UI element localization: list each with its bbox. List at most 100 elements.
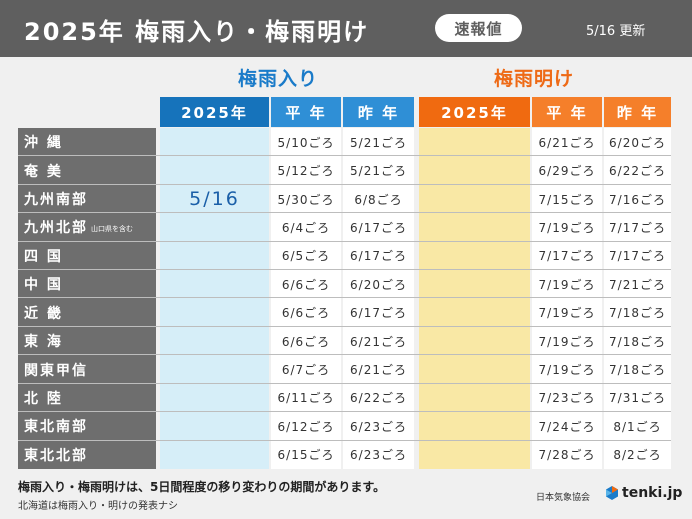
last-year-end-date: 7/18ごろ	[609, 306, 666, 321]
normal-end-date: 6/21ごろ	[538, 135, 596, 150]
region-label: 近 畿	[24, 305, 63, 322]
region-label: 奄 美	[24, 163, 63, 180]
out-2025-column	[419, 128, 530, 469]
col-header-in-last: 昨 年	[343, 97, 414, 127]
normal-end-date: 7/19ごろ	[538, 363, 596, 378]
footer-note-hokkaido: 北海道は梅雨入り・明けの発表ナシ	[18, 501, 178, 512]
normal-onset-date: 6/7ごろ	[281, 363, 331, 378]
last-year-onset-date: 6/22ごろ	[350, 391, 407, 406]
row-divider	[18, 240, 671, 242]
table-row: 東北北部 6/15ごろ 6/23ごろ 7/28ごろ 8/2ごろ	[18, 441, 671, 469]
region-name: 九州南部	[24, 185, 156, 213]
source-jwa: 日本気象協会	[536, 493, 591, 503]
table-row: 北 陸 6/11ごろ 6/22ごろ 7/23ごろ 7/31ごろ	[18, 384, 671, 413]
col-header-in-2025: 2025年	[160, 97, 269, 127]
row-divider	[18, 325, 671, 327]
row-divider	[18, 354, 671, 356]
last-year-end-date: 7/17ごろ	[609, 220, 666, 235]
region-note: 山口県を含む	[91, 224, 133, 233]
region-label: 沖 縄	[24, 135, 63, 152]
tenki-brand: tenki.jp	[622, 485, 683, 501]
last-year-end-date: 7/16ごろ	[609, 192, 666, 207]
normal-end-date: 7/17ごろ	[538, 249, 596, 264]
region-name: 近 畿	[24, 299, 156, 327]
normal-onset-date: 6/6ごろ	[281, 306, 331, 321]
table-row: 東北南部 6/12ごろ 6/23ごろ 7/24ごろ 8/1ごろ	[18, 412, 671, 441]
region-name: 四 国	[24, 242, 156, 270]
region-label: 中 国	[24, 277, 63, 294]
row-divider	[18, 382, 671, 384]
row-divider	[18, 411, 671, 413]
region-name: 沖 縄	[24, 128, 156, 156]
last-year-onset-date: 6/17ごろ	[350, 220, 407, 235]
last-year-onset-date: 5/21ごろ	[350, 135, 407, 150]
page-title: 2025年 梅雨入り・梅雨明け	[24, 18, 370, 46]
region-label: 九州北部	[24, 220, 88, 237]
region-name: 九州北部 山口県を含む	[24, 213, 156, 241]
table-row: 近 畿 6/6ごろ 6/17ごろ 7/19ごろ 7/18ごろ	[18, 299, 671, 327]
col-header-out-2025: 2025年	[419, 97, 530, 127]
last-year-end-date: 7/31ごろ	[609, 391, 666, 406]
normal-end-date: 6/29ごろ	[538, 164, 596, 179]
last-year-end-date: 8/2ごろ	[613, 448, 662, 463]
normal-end-date: 7/19ごろ	[538, 220, 596, 235]
normal-end-date: 7/19ごろ	[538, 334, 596, 349]
last-year-onset-date: 6/23ごろ	[350, 448, 407, 463]
region-label: 九州南部	[24, 192, 88, 209]
region-label: 関東甲信	[24, 362, 88, 379]
normal-end-date: 7/19ごろ	[538, 277, 596, 292]
normal-onset-date: 6/4ごろ	[281, 220, 331, 235]
table-row: 奄 美 5/12ごろ 5/21ごろ 6/29ごろ 6/22ごろ	[18, 156, 671, 185]
region-name: 東北北部	[24, 441, 156, 469]
update-date: 5/16 更新	[586, 24, 646, 39]
last-year-onset-date: 6/17ごろ	[350, 249, 407, 264]
table-row: 九州南部 5/30ごろ 6/8ごろ 7/15ごろ 7/16ごろ	[18, 185, 671, 214]
normal-onset-date: 5/30ごろ	[277, 192, 335, 207]
region-name: 関東甲信	[24, 355, 156, 383]
last-year-onset-date: 6/21ごろ	[350, 363, 407, 378]
last-year-onset-date: 6/8ごろ	[354, 192, 403, 207]
normal-onset-date: 6/12ごろ	[277, 419, 335, 434]
in-normal-column	[271, 128, 341, 469]
row-divider	[18, 212, 671, 214]
last-year-end-date: 8/1ごろ	[613, 419, 662, 434]
normal-end-date: 7/23ごろ	[538, 391, 596, 406]
normal-end-date: 7/24ごろ	[538, 419, 596, 434]
row-divider	[18, 297, 671, 299]
last-year-onset-date: 6/17ごろ	[350, 306, 407, 321]
col-header-out-last: 昨 年	[604, 97, 671, 127]
normal-onset-date: 6/5ごろ	[281, 249, 331, 264]
region-label: 東北北部	[24, 447, 88, 464]
region-name: 東北南部	[24, 412, 156, 440]
kyushu-south-2025-onset: 5/16	[189, 188, 240, 210]
region-name: 東 海	[24, 327, 156, 355]
tsuyu-ake-title: 梅雨明け	[494, 68, 575, 90]
normal-onset-date: 6/6ごろ	[281, 334, 331, 349]
last-year-end-date: 7/18ごろ	[609, 363, 666, 378]
in-last-column	[343, 128, 414, 469]
in-2025-column	[160, 128, 269, 469]
table-row: 東 海 6/6ごろ 6/21ごろ 7/19ごろ 7/18ごろ	[18, 327, 671, 356]
last-year-onset-date: 6/23ごろ	[350, 419, 407, 434]
last-year-end-date: 6/22ごろ	[609, 164, 666, 179]
last-year-onset-date: 6/21ごろ	[350, 334, 407, 349]
normal-end-date: 7/15ごろ	[538, 192, 596, 207]
region-label: 東 海	[24, 334, 63, 351]
normal-onset-date: 6/11ごろ	[277, 391, 335, 406]
region-name: 奄 美	[24, 156, 156, 184]
last-year-end-date: 7/17ごろ	[609, 249, 666, 264]
out-normal-column	[532, 128, 602, 469]
table-row: 中 国 6/6ごろ 6/20ごろ 7/19ごろ 7/21ごろ	[18, 270, 671, 299]
row-divider	[18, 155, 671, 157]
footer-note-transition: 梅雨入り・梅雨明けは、5日間程度の移り変わりの期間があります。	[18, 480, 386, 494]
normal-onset-date: 5/12ごろ	[277, 164, 335, 179]
region-label: 東北南部	[24, 419, 88, 436]
normal-onset-date: 6/15ごろ	[277, 448, 335, 463]
out-last-column	[604, 128, 671, 469]
region-label: 四 国	[24, 248, 63, 265]
normal-onset-date: 6/6ごろ	[281, 277, 331, 292]
normal-end-date: 7/19ごろ	[538, 306, 596, 321]
region-name: 北 陸	[24, 384, 156, 412]
last-year-end-date: 7/18ごろ	[609, 334, 666, 349]
table-row: 四 国 6/5ごろ 6/17ごろ 7/17ごろ 7/17ごろ	[18, 242, 671, 271]
